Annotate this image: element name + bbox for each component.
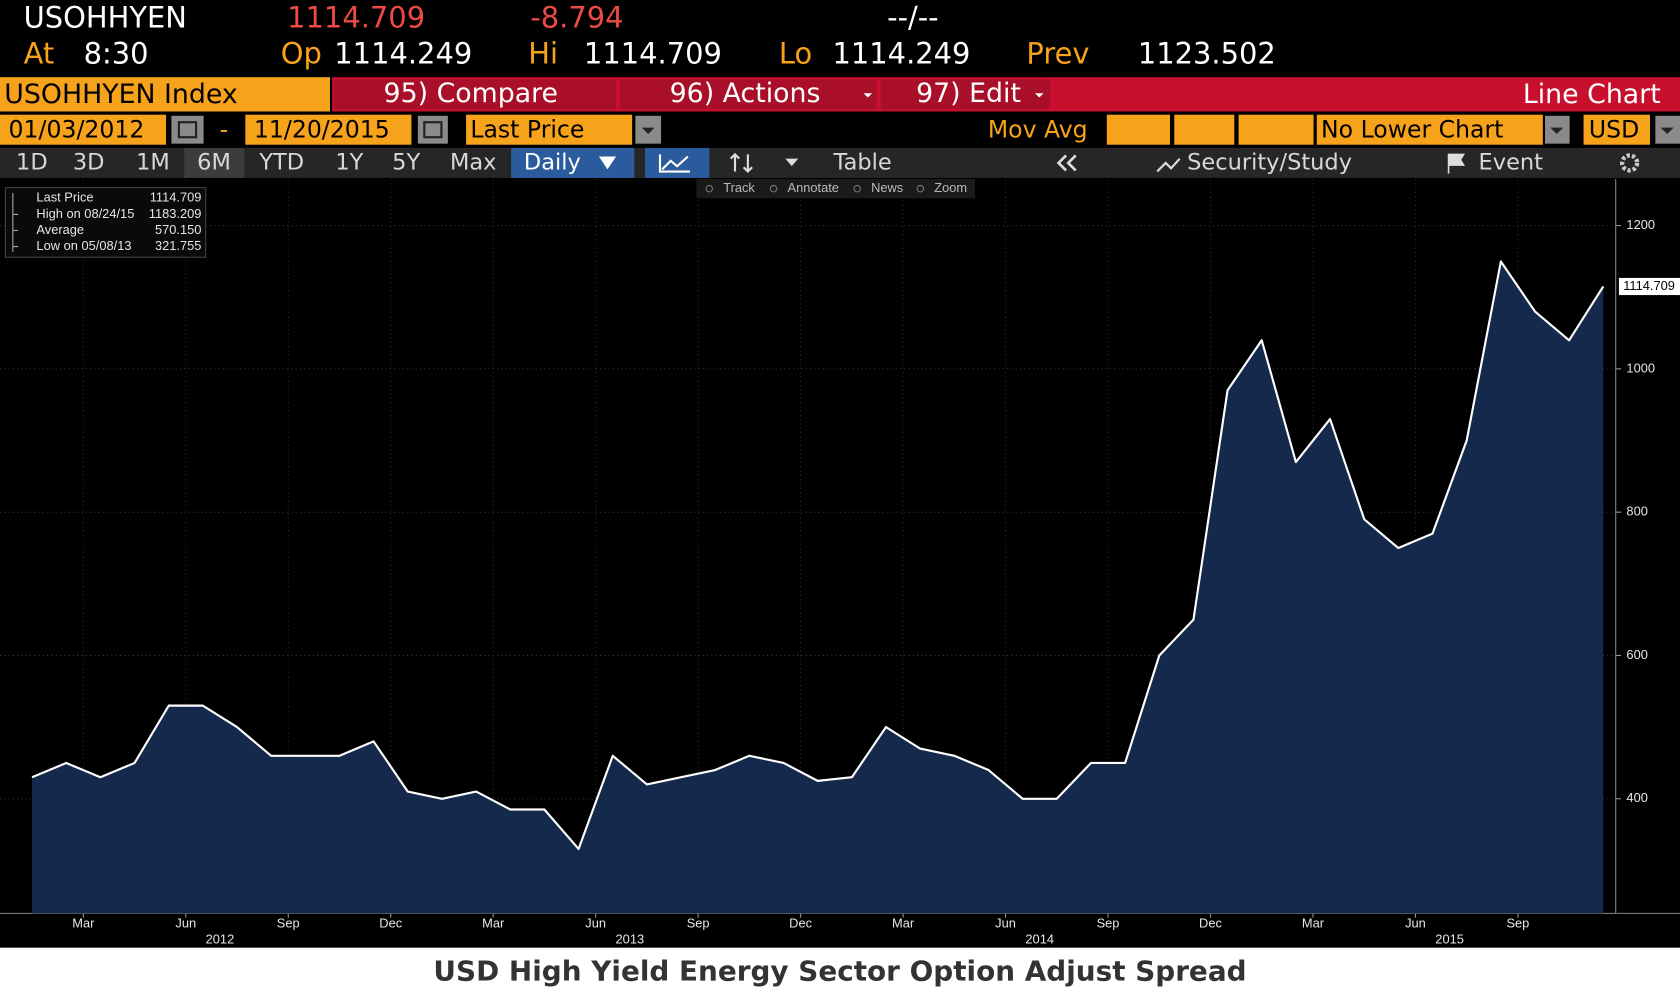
date-separator: - [220, 115, 229, 143]
x-tick-label: Sep [277, 915, 300, 930]
legend-label: Last Price [36, 190, 93, 205]
tool-icon [853, 184, 861, 193]
low: 1114.249 [833, 37, 971, 71]
x-tick-label: Sep [687, 915, 710, 930]
chart-type: Line Chart [1523, 79, 1661, 110]
tool-button[interactable]: Zoom [934, 180, 967, 195]
x-tick-label: Mar [1302, 915, 1325, 930]
x-tick-label: Dec [379, 915, 402, 930]
x-tick-label: Sep [1506, 915, 1529, 930]
security[interactable]: USOHHYEN Index [4, 79, 237, 110]
y-tick-label: 600 [1626, 647, 1647, 662]
y-tick-label: 1000 [1626, 360, 1655, 375]
tool-button[interactable]: News [871, 180, 903, 195]
legend-label: Average [36, 222, 84, 237]
tool-icon [705, 184, 714, 193]
at-label: At [24, 37, 55, 71]
legend-value: 1183.209 [149, 206, 202, 221]
high: 1114.709 [584, 37, 722, 71]
legend-label: High on 08/24/15 [36, 206, 134, 221]
legend-value: 570.150 [155, 222, 201, 237]
prev: 1123.502 [1138, 37, 1276, 71]
compare-button[interactable]: 95) Compare [384, 78, 558, 109]
period-button[interactable]: 1M [136, 149, 170, 175]
x-tick-label: Jun [175, 915, 196, 930]
tool-button[interactable]: Track [723, 180, 755, 195]
ticker: USOHHYEN [24, 0, 187, 34]
period-button[interactable]: YTD [258, 149, 304, 175]
y-tick-label: 1200 [1626, 217, 1655, 232]
last-value-label: 1114.709 [1623, 278, 1675, 293]
year-label: 2014 [1025, 932, 1054, 947]
frequency[interactable]: Daily [524, 149, 581, 175]
x-tick-label: Dec [789, 915, 812, 930]
last-value-tag [1618, 277, 1680, 296]
y-tick-label: 400 [1626, 790, 1647, 805]
study[interactable]: Mov Avg [988, 115, 1088, 143]
caption: USD High Yield Energy Sector Option Adju… [433, 954, 1246, 987]
last-price: 1114.709 [287, 0, 425, 34]
period-button[interactable]: 6M [197, 149, 231, 175]
legend-value: 1114.709 [150, 190, 202, 205]
x-tick-label: Mar [482, 915, 505, 930]
table-button[interactable]: Table [833, 149, 892, 175]
x-tick-label: Jun [995, 915, 1016, 930]
tool-button[interactable]: Annotate [787, 180, 838, 195]
x-tick-label: Mar [72, 915, 95, 930]
line [31, 260, 1605, 851]
period-button[interactable]: 5Y [392, 149, 420, 175]
open: 1114.249 [334, 37, 472, 71]
x-tick-label: Jun [1405, 915, 1426, 930]
field[interactable]: Last Price [470, 115, 584, 143]
period-button[interactable]: 1Y [335, 149, 363, 175]
period-button[interactable]: 3D [73, 149, 105, 175]
time-range: --/-- [887, 0, 938, 34]
edit-button[interactable]: 97) Edit [916, 78, 1021, 109]
year-label: 2012 [206, 932, 235, 947]
tool-icon [916, 184, 925, 193]
x-tick-label: Mar [892, 915, 915, 930]
plot: 400 600 800 1000 1200 Mar Jun Sep Dec Mar Jun Sep De… [0, 179, 1680, 947]
period-buttons: 1D 3D 1M 6M YTD 1Y 5Y Max [16, 149, 496, 175]
x-tick-label: Sep [1097, 915, 1120, 930]
event-button[interactable]: Event [1479, 149, 1544, 175]
high-label: Hi [528, 37, 558, 71]
prev-label: Prev [1026, 37, 1089, 71]
lower-chart[interactable]: No Lower Chart [1321, 115, 1503, 143]
year-label: 2013 [616, 932, 645, 947]
security-study[interactable]: Security/Study [1187, 149, 1352, 175]
low-label: Lo [779, 37, 812, 71]
chart-tools: Track Annotate News Zoom [705, 180, 967, 195]
tool-icon [769, 184, 778, 193]
start-date[interactable]: 01/03/2012 [9, 115, 145, 143]
period-button[interactable]: Max [450, 149, 497, 175]
legend-value: 321.755 [155, 238, 201, 253]
x-tick-label: Jun [585, 915, 606, 930]
area-fill [32, 261, 1604, 914]
legend: High on 08/24/15 1183.209 Average 570.150 Lo… [36, 206, 201, 253]
end-date[interactable]: 11/20/2015 [254, 115, 390, 143]
at-time: 8:30 [84, 37, 149, 71]
change: -8.794 [530, 0, 623, 34]
open-label: Op [281, 37, 322, 71]
legend-label: Low on 05/08/13 [36, 238, 131, 253]
year-label: 2015 [1435, 932, 1464, 947]
actions-button[interactable]: 96) Actions [670, 78, 821, 109]
period-button[interactable]: 1D [16, 149, 48, 175]
y-tick-label: 800 [1626, 504, 1647, 519]
x-tick-label: Dec [1199, 915, 1222, 930]
currency[interactable]: USD [1589, 115, 1639, 143]
